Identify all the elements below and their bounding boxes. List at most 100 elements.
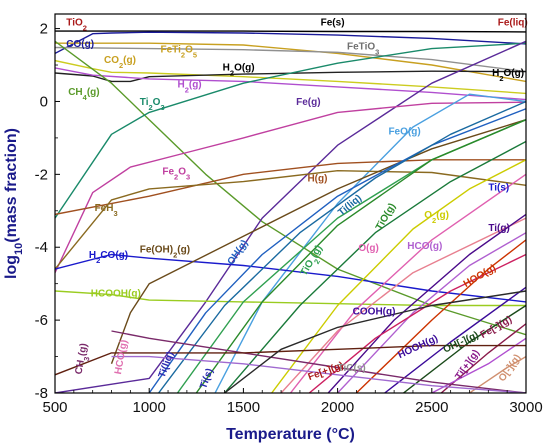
series-label: FeTiO3 bbox=[347, 41, 379, 56]
series-label-text: (g) bbox=[189, 80, 202, 91]
series-label-text: O bbox=[178, 166, 186, 177]
series-label: HCO(g) bbox=[407, 241, 442, 252]
series-line-4 bbox=[55, 46, 526, 73]
series-label-subscript: 2 bbox=[185, 85, 189, 94]
series-line-7 bbox=[55, 67, 526, 101]
series-label-text: Ti(g) bbox=[488, 223, 509, 234]
tick-layer: 500 1000 1500 2000 2500 3000 2 0 -2 -4 -6 -8 bbox=[35, 21, 543, 416]
series-label-subscript: 2 bbox=[83, 23, 87, 32]
series-label-text: H(g) bbox=[307, 174, 327, 185]
series-label-subscript: 2 bbox=[173, 250, 177, 259]
series-label-subscript: 3 bbox=[186, 172, 190, 181]
series-label-text: O(g) bbox=[358, 243, 379, 254]
series-label-subscript: 3 bbox=[81, 356, 91, 362]
y-axis-title-rest: (mass fraction) bbox=[3, 128, 20, 243]
series-label: Ti(g) bbox=[488, 223, 509, 234]
series-label: O2(g) bbox=[424, 210, 449, 225]
series-line-1 bbox=[55, 30, 526, 33]
series-label: FeO(g) bbox=[388, 126, 420, 137]
series-line-24 bbox=[289, 173, 526, 393]
series-label-text: Fe(OH) bbox=[140, 245, 173, 256]
series-line-37 bbox=[55, 344, 526, 376]
series-label-text: H bbox=[223, 62, 230, 73]
series-label-text: COOH(g) bbox=[353, 307, 396, 318]
series-label-text: O(g) bbox=[503, 68, 524, 79]
series-line-20 bbox=[158, 100, 526, 393]
series-label-text: HCO(g) bbox=[407, 241, 442, 252]
series-label: CO2(g) bbox=[104, 55, 136, 69]
series-line-22 bbox=[224, 140, 526, 393]
series-line-21 bbox=[195, 119, 526, 393]
series-line-35 bbox=[111, 330, 526, 393]
x-tick-label: 500 bbox=[42, 399, 67, 416]
x-tick-label: 2500 bbox=[415, 399, 448, 416]
series-label-subscript: 2 bbox=[230, 68, 234, 77]
series-label: TiO2 bbox=[66, 18, 87, 32]
series-line-2 bbox=[55, 31, 526, 55]
series-label-text: Ti(s) bbox=[488, 183, 509, 194]
series-label-text: CO bbox=[104, 55, 119, 66]
series-line-30 bbox=[403, 304, 526, 393]
series-line-17 bbox=[110, 119, 526, 365]
series-label: CO(g) bbox=[66, 39, 94, 50]
series-label-text: Ti bbox=[140, 97, 149, 108]
series-line-36 bbox=[111, 355, 526, 393]
x-tick-label: 1000 bbox=[133, 399, 166, 416]
series-label: Fe(g) bbox=[296, 97, 320, 108]
series-label-text: Fe(liq) bbox=[498, 18, 528, 29]
y-axis-title: log10(mass fraction) bbox=[3, 128, 25, 279]
series-label-text: CH bbox=[68, 87, 82, 98]
series-label: Fe2O3 bbox=[162, 166, 190, 181]
x-tick-label: 1500 bbox=[227, 399, 260, 416]
series-line-25 bbox=[280, 217, 526, 393]
series-label-text: Fe(g) bbox=[296, 97, 320, 108]
x-tick-label: 3000 bbox=[509, 399, 542, 416]
series-label-subscript: 2 bbox=[96, 256, 100, 265]
series-label-text: CO(g) bbox=[66, 39, 94, 50]
series-label-text: (g) bbox=[77, 342, 90, 356]
series-label-subscript: 3 bbox=[375, 47, 379, 56]
series-label-text: O bbox=[153, 97, 161, 108]
series-label: H(g) bbox=[307, 174, 327, 185]
series-line-28 bbox=[355, 239, 526, 393]
series-label: CH4(g) bbox=[68, 87, 99, 102]
series-label: H2(g) bbox=[177, 80, 201, 95]
series-line-15 bbox=[55, 253, 526, 303]
series-line-14 bbox=[55, 169, 526, 270]
series-line-23 bbox=[271, 159, 526, 393]
series-label-text: TiO bbox=[66, 18, 83, 29]
series-label-text: FeTi bbox=[161, 44, 182, 55]
series-label: H2CO(g) bbox=[89, 250, 128, 265]
y-tick-label: -6 bbox=[35, 312, 48, 329]
series-label-subscript: 2 bbox=[432, 216, 436, 225]
series-label: TiC(s) bbox=[338, 363, 366, 374]
x-axis-title: Temperature (°C) bbox=[226, 426, 355, 443]
series-label: O(g) bbox=[358, 243, 379, 254]
series-label: Ti(s) bbox=[488, 183, 509, 194]
series-label-text: Fe(s) bbox=[321, 18, 345, 29]
series-line-29 bbox=[384, 286, 526, 393]
series-label-text: H bbox=[177, 80, 184, 91]
series-label-text: O bbox=[424, 210, 432, 221]
series-label-text: FeO(g) bbox=[388, 126, 420, 137]
series-line-12 bbox=[214, 93, 526, 393]
series-label: COOH(g) bbox=[353, 307, 396, 318]
series-label-text: CO(g) bbox=[100, 250, 128, 261]
series-label: FeTi2O5 bbox=[161, 44, 198, 59]
series-line-8 bbox=[55, 40, 526, 336]
series-label-subscript: 4 bbox=[83, 92, 88, 101]
y-tick-label: -2 bbox=[35, 166, 48, 183]
series-line-10 bbox=[55, 40, 526, 393]
series-layer bbox=[55, 30, 526, 393]
series-label-text: (g) bbox=[87, 87, 100, 98]
series-label-subscript: 3 bbox=[160, 103, 164, 112]
y-axis-title-base: log bbox=[3, 255, 20, 279]
series-label-subscript: 2 bbox=[148, 103, 152, 112]
series-label: Fe(liq) bbox=[498, 18, 528, 29]
y-axis-title-subscript: 10 bbox=[13, 243, 25, 255]
plot-frame bbox=[54, 13, 527, 394]
series-line-11 bbox=[55, 101, 526, 273]
x-tick-label: 2000 bbox=[321, 399, 354, 416]
y-tick-label: 2 bbox=[40, 21, 48, 38]
